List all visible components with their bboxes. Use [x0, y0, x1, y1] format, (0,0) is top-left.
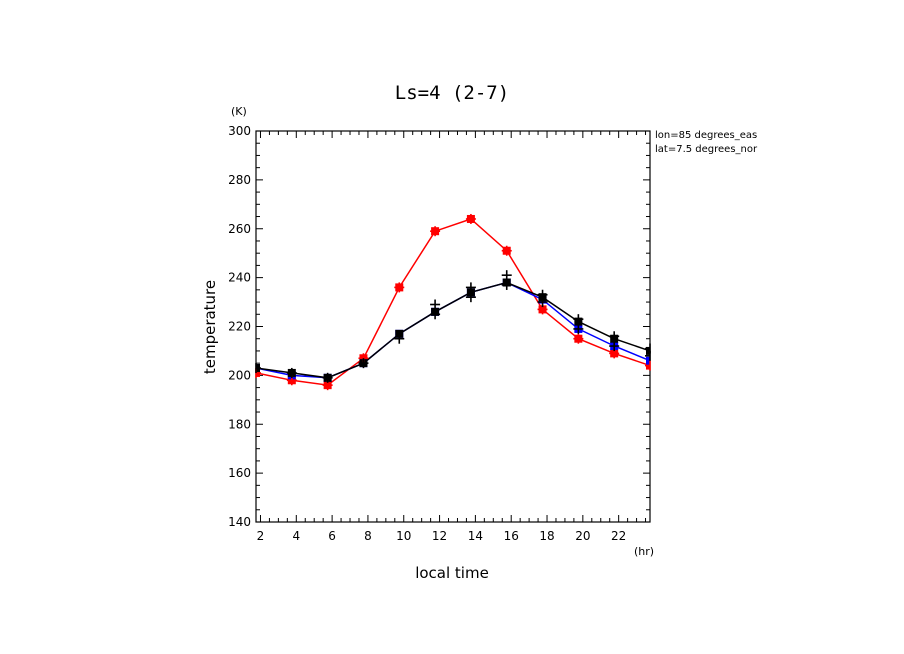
x-tick-label: 4	[292, 529, 300, 543]
y-tick-label: 140	[228, 515, 251, 529]
series-line-0	[255, 218, 651, 386]
y-tick-label: 220	[228, 320, 251, 334]
series-line-1	[255, 281, 651, 379]
x-tick-label: 20	[575, 529, 590, 543]
x-tick-label: 10	[396, 529, 411, 543]
x-tick-label: 14	[468, 529, 483, 543]
annotation-lat: lat=7.5 degrees_nor	[655, 144, 758, 155]
plot-frame	[255, 130, 651, 523]
series-marker-2	[646, 346, 650, 355]
y-tick-label: 260	[228, 222, 251, 236]
x-tick-label: 6	[328, 529, 336, 543]
y-axis-label: temperature	[201, 280, 219, 374]
x-tick-label: 18	[539, 529, 554, 543]
series-line-2	[255, 281, 651, 379]
y-tick-label: 180	[228, 417, 251, 431]
y-tick-label: 160	[228, 466, 251, 480]
y-tick-label: 300	[228, 124, 251, 138]
x-tick-label: 16	[504, 529, 519, 543]
series-marker-1	[646, 356, 650, 365]
x-tick-label: 12	[432, 529, 447, 543]
x-tick-label: 8	[364, 529, 372, 543]
x-unit-label: (hr)	[634, 545, 654, 558]
y-unit-label: (K)	[231, 105, 247, 118]
y-tick-label: 240	[228, 271, 251, 285]
x-tick-label: 22	[611, 529, 626, 543]
y-tick-label: 280	[228, 173, 251, 187]
annotation-lon: lon=85 degrees_eas	[655, 130, 757, 141]
x-axis-label: local time	[415, 564, 489, 582]
y-tick-label: 200	[228, 368, 251, 382]
x-tick-label: 2	[257, 529, 265, 543]
chart-title: Ls=4 (2-7)	[395, 82, 509, 104]
